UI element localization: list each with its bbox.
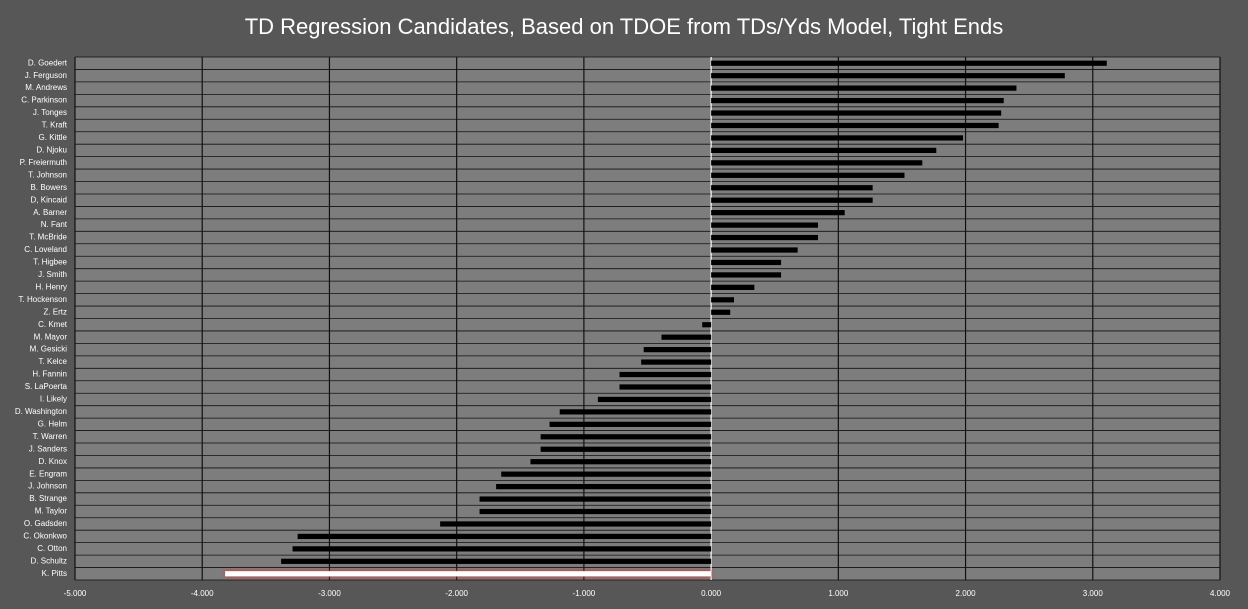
chart-title: TD Regression Candidates, Based on TDOE … [245,14,1004,39]
bar [711,172,905,178]
bar [549,421,712,427]
y-tick-label: Z. Ertz [43,307,67,316]
bar [711,60,1107,66]
bar [711,247,798,253]
y-tick-label: D. Goedert [28,58,68,67]
bar [711,97,1004,104]
bar [643,347,712,353]
y-tick-label: M. Mayor [34,332,68,341]
bar [711,284,755,290]
y-tick-label: G. Helm [38,419,68,428]
bar [702,322,712,328]
bar [496,483,712,490]
y-tick-label: J. Ferguson [25,71,67,80]
bar [641,359,712,365]
y-tick-label: C. Okonkwo [23,532,67,541]
x-tick-label: -4.000 [191,589,214,598]
bar [711,297,735,303]
y-tick-label: M. Andrews [25,83,67,92]
x-tick-label: -2.000 [445,589,468,598]
bar [530,459,712,465]
bar [440,521,712,527]
y-tick-label: S. LaPoerta [25,382,68,391]
y-tick-label: T. Hockenson [19,295,67,304]
y-tick-label: C. Otton [37,544,67,553]
bar [711,259,782,266]
y-tick-label: E. Engram [29,469,67,478]
x-tick-label: -5.000 [64,589,87,598]
bar [711,197,873,203]
bar [619,371,712,378]
y-tick-label: T. Kraft [42,121,68,130]
x-tick-label: -1.000 [573,589,596,598]
bar [501,471,712,477]
y-tick-label: D. Schultz [31,556,67,565]
x-tick-label: 4.000 [1210,589,1231,598]
y-tick-label: J. Johnson [28,482,67,491]
y-tick-label: T. McBride [29,233,67,242]
bar [479,508,712,515]
bar [711,110,1002,116]
bar [711,210,845,216]
x-tick-label: 1.000 [828,589,849,598]
bar [711,185,873,191]
x-tick-label: 0.000 [701,589,722,598]
y-tick-label: I. Likely [40,395,67,404]
bar [281,558,712,564]
y-tick-label: B. Bowers [31,183,67,192]
bar [711,160,923,166]
bar [559,409,712,415]
x-tick-label: 2.000 [956,589,977,598]
y-tick-label: C. Loveland [24,245,67,254]
bar [540,434,712,440]
y-tick-label: B. Strange [29,494,67,503]
bar [711,147,937,154]
bar [597,396,712,403]
y-tick-label: M. Taylor [35,507,68,516]
bar [711,122,999,129]
y-tick-label: C. Kmet [38,320,68,329]
y-tick-label: H. Henry [35,282,67,291]
y-tick-label: T. Warren [33,432,67,441]
y-tick-label: T. Johnson [28,170,67,179]
bar [711,73,1065,79]
y-tick-label: T. Kelce [39,357,68,366]
y-tick-label: O. Gadsden [24,519,67,528]
y-tick-label: D. Knox [39,457,67,466]
bar [711,85,1017,91]
x-tick-label: 3.000 [1083,589,1104,598]
bar [225,571,712,577]
bar [292,546,712,552]
y-tick-label: P. Freiermuth [20,158,67,167]
y-tick-label: D. Washington [15,407,67,416]
y-tick-label: J. Sanders [29,444,67,453]
y-tick-label: J. Tonges [33,108,67,117]
bar [711,222,818,228]
bar [711,309,731,315]
y-tick-label: C. Parkinson [21,96,67,105]
y-tick-label: G. Kittle [39,133,68,142]
y-tick-label: N. Fant [41,220,68,229]
y-tick-label: M. Gesicki [30,345,68,354]
y-tick-label: A. Barner [33,208,67,217]
bar [619,384,712,390]
bar [479,496,712,502]
x-tick-label: -3.000 [318,589,341,598]
bar [711,135,964,141]
bar [297,533,712,540]
y-tick-label: K. Pitts [42,569,67,578]
y-tick-label: D. Njoku [36,146,67,155]
bar [661,334,712,340]
y-tick-label: D, Kincaid [31,195,67,204]
y-tick-label: T. Higbee [33,258,67,267]
bar [711,234,818,241]
bar [540,446,712,452]
y-tick-label: J. Smith [38,270,67,279]
y-tick-label: H. Fannin [32,370,67,379]
bar [711,272,782,278]
